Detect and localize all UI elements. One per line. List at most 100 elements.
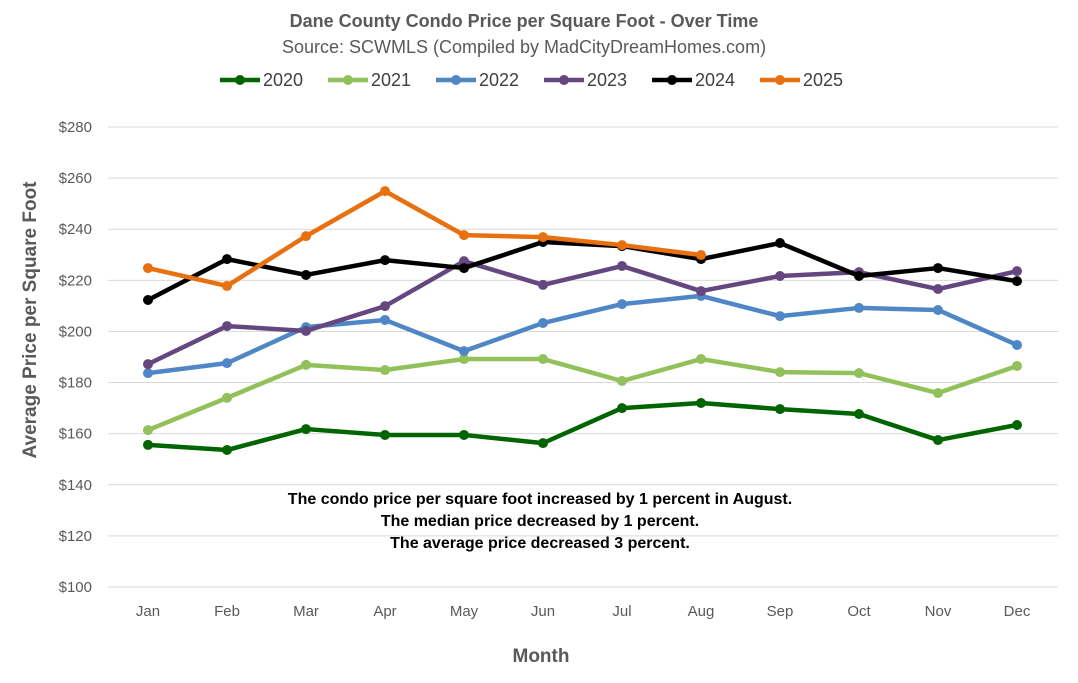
series-2025	[143, 186, 706, 291]
data-point	[696, 354, 706, 365]
y-tick-label: $220	[59, 272, 92, 289]
data-point	[854, 408, 864, 419]
data-point	[696, 398, 706, 408]
y-axis-label: Average Price per Square Foot	[20, 181, 41, 459]
data-point	[380, 314, 390, 325]
data-point	[301, 359, 311, 370]
data-point	[617, 376, 627, 387]
annotation-line-1: The condo price per square foot increase…	[288, 491, 792, 508]
y-tick-label: $180	[59, 375, 92, 392]
data-point	[538, 438, 548, 449]
legend-marker	[451, 75, 461, 85]
chart-subtitle: Source: SCWMLS (Compiled by MadCityDream…	[282, 37, 766, 57]
data-point	[1012, 419, 1022, 430]
data-point	[459, 354, 469, 365]
data-point	[301, 231, 311, 242]
y-tick-label: $100	[59, 579, 92, 596]
y-tick-label: $240	[59, 221, 92, 238]
x-tick-label: Jan	[136, 603, 160, 620]
legend-label: 2020	[263, 70, 303, 90]
legend-marker	[667, 75, 677, 85]
legend-item-2024: 2024	[652, 70, 735, 90]
data-point	[538, 279, 548, 290]
y-tick-label: $280	[59, 119, 92, 136]
y-tick-label: $160	[59, 426, 92, 443]
legend-item-2025: 2025	[760, 70, 843, 90]
data-point	[459, 256, 469, 267]
x-tick-label: Oct	[847, 603, 871, 620]
data-point	[301, 325, 311, 336]
data-point	[380, 365, 390, 376]
data-point	[933, 284, 943, 295]
legend-marker	[559, 75, 569, 85]
data-point	[854, 302, 864, 313]
data-point	[1012, 360, 1022, 371]
data-point	[933, 435, 943, 446]
data-point	[933, 304, 943, 315]
x-tick-label: May	[450, 603, 479, 620]
data-point	[617, 403, 627, 414]
y-tick-label: $120	[59, 528, 92, 545]
data-point	[143, 295, 153, 306]
data-point	[696, 286, 706, 297]
data-point	[775, 367, 785, 378]
annotation-line-3: The average price decreased 3 percent.	[390, 535, 690, 552]
data-point	[459, 263, 469, 274]
data-point	[143, 439, 153, 450]
series-2021	[143, 354, 1022, 436]
data-point	[538, 318, 548, 329]
legend-label: 2025	[803, 70, 843, 90]
x-tick-label: Nov	[925, 603, 952, 620]
data-point	[222, 321, 232, 332]
data-point	[617, 240, 627, 251]
legend-item-2020: 2020	[220, 70, 303, 90]
y-tick-label: $200	[59, 323, 92, 340]
data-point	[301, 269, 311, 280]
series-2022	[143, 290, 1022, 379]
data-point	[143, 263, 153, 274]
x-tick-label: Feb	[214, 603, 240, 620]
data-point	[538, 232, 548, 243]
data-point	[143, 368, 153, 379]
data-point	[459, 346, 469, 357]
data-point	[1012, 339, 1022, 350]
x-tick-label: Dec	[1004, 603, 1031, 620]
legend-marker	[235, 75, 245, 85]
data-point	[380, 255, 390, 266]
series-line-2025	[147, 188, 702, 289]
data-point	[459, 429, 469, 440]
series-line-2021	[147, 356, 1018, 433]
legend-marker	[775, 75, 785, 85]
x-axis-label: Month	[513, 646, 570, 667]
x-tick-label: Aug	[688, 603, 715, 620]
x-tick-label: Mar	[293, 603, 319, 620]
annotation-line-2: The median price decreased by 1 percent.	[381, 513, 699, 530]
data-point	[775, 238, 785, 249]
x-tick-label: Sep	[767, 603, 794, 620]
data-point	[222, 254, 232, 265]
data-point	[696, 250, 706, 261]
data-point	[143, 425, 153, 436]
data-point	[301, 424, 311, 435]
legend-item-2021: 2021	[328, 70, 411, 90]
legend-item-2022: 2022	[436, 70, 519, 90]
data-point	[775, 270, 785, 281]
data-point	[222, 280, 232, 291]
data-point	[1012, 276, 1022, 287]
data-point	[854, 270, 864, 281]
data-point	[222, 445, 232, 456]
data-point	[617, 261, 627, 272]
data-point	[933, 263, 943, 274]
data-point	[459, 230, 469, 241]
legend-label: 2022	[479, 70, 519, 90]
y-tick-label: $260	[59, 170, 92, 187]
legend-label: 2024	[695, 70, 735, 90]
legend-item-2023: 2023	[544, 70, 627, 90]
data-point	[933, 388, 943, 399]
y-tick-label: $140	[59, 477, 92, 494]
data-point	[380, 301, 390, 312]
data-point	[617, 299, 627, 310]
legend-label: 2021	[371, 70, 411, 90]
data-point	[222, 358, 232, 369]
